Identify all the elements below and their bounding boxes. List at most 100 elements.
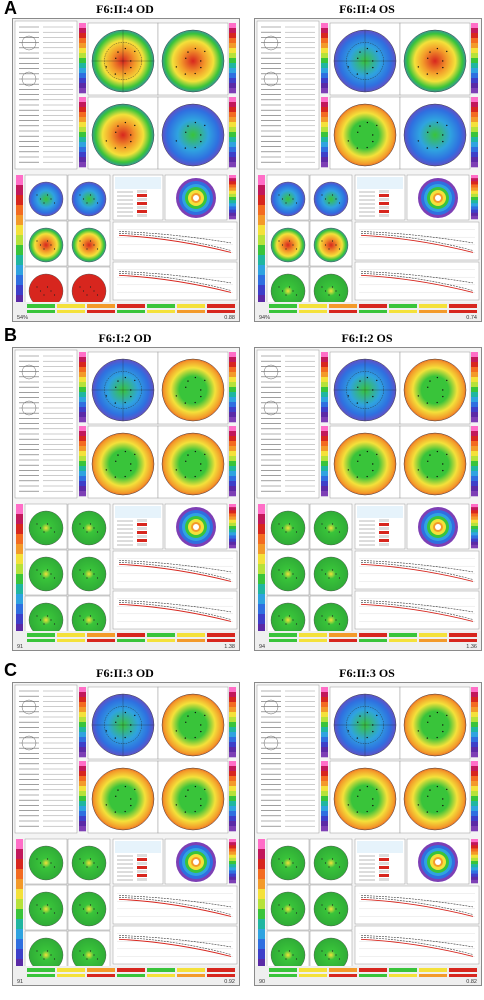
color-scale-bar: [321, 352, 328, 423]
color-scale-bar: [16, 504, 23, 645]
corneal-thickness-map: [87, 96, 159, 170]
patient-info-table: [256, 20, 320, 170]
color-scale-bar: [79, 97, 86, 168]
anterior-elevation-map: [157, 22, 229, 96]
report-title-b-od: F6:I:2 OD: [98, 331, 152, 345]
color-scale-bar: [229, 23, 236, 94]
color-scale-bar: [471, 23, 478, 94]
report-c-od: 91 0.92: [12, 682, 240, 986]
thickness-profile-graph: [354, 885, 480, 925]
thickness-map: [309, 503, 353, 550]
corneal-thickness-map: [329, 96, 401, 170]
anterior-elevation-map: [157, 686, 229, 760]
axial-curvature-map: [329, 351, 401, 425]
pachymetry-summary: [112, 503, 164, 550]
index-value-left: 91: [17, 979, 23, 985]
color-scale-bar: [229, 504, 236, 549]
panel-letter-a: A: [4, 0, 17, 18]
patient-info-table: [14, 349, 78, 499]
color-scale-bar: [16, 839, 23, 980]
thickness-map: [266, 549, 310, 596]
thickness-map: [67, 266, 111, 313]
corneal-thickness-map: [87, 760, 159, 834]
report-c-os: 90 0.82: [254, 682, 482, 986]
index-value-right: 0.92: [224, 979, 235, 985]
corneal-thickness-map: [329, 760, 401, 834]
corneal-thickness-map: [329, 425, 401, 499]
percentage-thickness-graph: [354, 590, 480, 630]
color-scale-bar: [258, 504, 265, 645]
patient-info-table: [256, 684, 320, 834]
color-scale-bar: [16, 175, 23, 316]
patient-info-table: [14, 684, 78, 834]
panel-letter-b: B: [4, 325, 17, 345]
color-scale-bar: [229, 839, 236, 884]
axial-curvature-map: [329, 22, 401, 96]
color-scale-bar: [229, 426, 236, 497]
axial-curvature-map: [87, 686, 159, 760]
anterior-elevation-map: [157, 351, 229, 425]
index-value-right: 0.74: [466, 315, 477, 321]
thickness-map: [309, 549, 353, 596]
patient-info-table: [14, 20, 78, 170]
color-scale-bar: [471, 97, 478, 168]
color-scale-bar: [229, 687, 236, 758]
report-title-b-os: F6:I:2 OS: [341, 331, 393, 345]
color-scale-bar: [471, 352, 478, 423]
index-value-right: 0.88: [224, 315, 235, 321]
thickness-map: [67, 174, 111, 221]
percentage-thickness-graph: [112, 261, 238, 301]
color-scale-bar: [471, 687, 478, 758]
thickness-map: [24, 549, 68, 596]
posterior-elevation-map: [157, 96, 229, 170]
report-title-a-os: F6:II:4 OS: [339, 2, 395, 16]
pachymetry-summary: [112, 174, 164, 221]
index-value-left: 90: [259, 979, 265, 985]
posterior-elevation-map: [157, 760, 229, 834]
report-title-c-od: F6:II:3 OD: [96, 666, 154, 680]
color-scale-bar: [471, 839, 478, 884]
thickness-map: [67, 220, 111, 267]
posterior-elevation-map: [399, 760, 471, 834]
axial-curvature-map: [87, 22, 159, 96]
report-title-a-od: F6:II:4 OD: [96, 2, 154, 16]
color-scale-bar: [321, 426, 328, 497]
thickness-map: [309, 174, 353, 221]
ring-map: [164, 503, 228, 550]
thickness-map: [24, 220, 68, 267]
thickness-map: [67, 503, 111, 550]
index-value-left: 91: [17, 644, 23, 650]
thickness-map: [24, 503, 68, 550]
report-b-os: 94 1.36: [254, 347, 482, 651]
index-value-right: 0.82: [466, 979, 477, 985]
posterior-elevation-map: [399, 425, 471, 499]
anterior-elevation-map: [399, 351, 471, 425]
color-scale-bar: [79, 352, 86, 423]
thickness-map: [266, 220, 310, 267]
ring-map: [406, 174, 470, 221]
color-scale-bar: [471, 175, 478, 220]
thickness-map: [266, 838, 310, 885]
ring-map: [406, 503, 470, 550]
color-scale-bar: [471, 761, 478, 832]
thickness-map: [309, 884, 353, 931]
color-scale-bar: [321, 687, 328, 758]
index-bars: 91 1.38: [13, 631, 239, 650]
axial-curvature-map: [329, 686, 401, 760]
percentage-thickness-graph: [112, 590, 238, 630]
posterior-elevation-map: [399, 96, 471, 170]
thickness-profile-graph: [112, 885, 238, 925]
index-bars: 91 0.92: [13, 966, 239, 985]
panel-letter-c: C: [4, 660, 17, 680]
color-scale-bar: [79, 687, 86, 758]
thickness-map: [24, 174, 68, 221]
index-bars: 54% 0.88: [13, 302, 239, 321]
index-value-right: 1.36: [466, 644, 477, 650]
pachymetry-summary: [112, 838, 164, 885]
pachymetry-summary: [354, 174, 406, 221]
color-scale-bar: [258, 839, 265, 980]
index-bars: 90 0.82: [255, 966, 481, 985]
color-scale-bar: [321, 761, 328, 832]
index-value-left: 94: [259, 644, 265, 650]
color-scale-bar: [229, 761, 236, 832]
